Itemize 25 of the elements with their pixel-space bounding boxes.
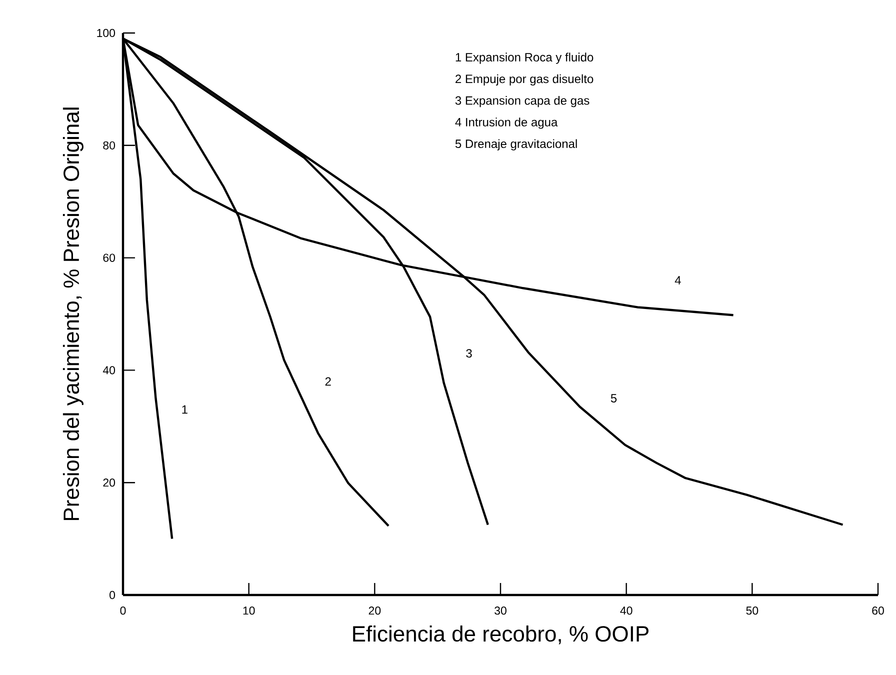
annotation: 3 Expansion capa de gas — [455, 96, 590, 108]
x-tick-label: 0 — [120, 606, 126, 615]
y-tick-label: 80 — [103, 141, 116, 150]
y-tick-label: 100 — [97, 28, 116, 38]
x-tick-label: 40 — [620, 606, 632, 615]
x-tick-label: 50 — [746, 606, 758, 615]
y-tick-label: 40 — [102, 366, 116, 374]
text: 3 — [466, 349, 472, 358]
annotation: 4 Intrusion de agua — [455, 118, 558, 129]
text: 4 — [674, 276, 681, 284]
text: 2 — [325, 377, 331, 386]
x-tick-label: 60 — [872, 606, 884, 615]
text: 1 — [182, 405, 188, 414]
y-tick-label: 60 — [103, 254, 116, 262]
x-tick-label: 10 — [243, 606, 255, 615]
y-axis-title: Presion del yacimiento, % Presion Original — [62, 108, 84, 520]
y-tick-label: 20 — [103, 478, 116, 487]
x-tick-label: 20 — [368, 606, 381, 615]
y-tick-label: 0 — [110, 590, 116, 600]
annotation: 5 Drenaje gravitacional — [455, 139, 577, 150]
annotation: 2 Empuje por gas disuelto — [456, 74, 594, 86]
x-tick-label: 30 — [494, 606, 506, 615]
x-axis-title: Eficiencia de recobro, % OOIP — [353, 626, 648, 644]
series-label: 5 — [610, 394, 617, 402]
annotation: 1 Expansion Roca y fluido — [456, 52, 594, 64]
